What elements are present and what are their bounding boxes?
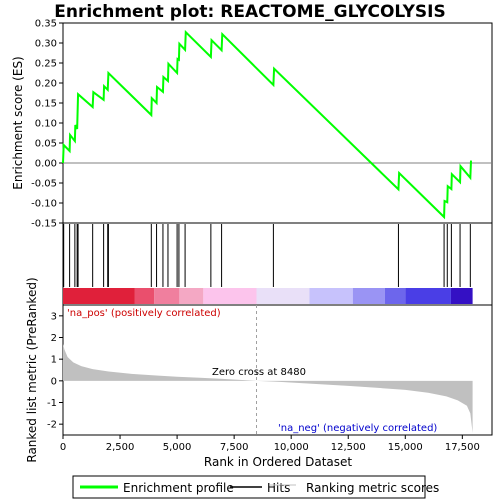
metric-y-tick-label: -2 bbox=[47, 420, 57, 431]
rank-color-bar bbox=[63, 288, 473, 304]
es-y-tick-label: 0.30 bbox=[35, 39, 57, 50]
x-axis: 0 2,500 5,000 7,500 10,000 12,500 15,000 17,500 bbox=[60, 435, 480, 453]
metric-y-tick-label: 2 bbox=[51, 333, 57, 344]
es-y-tick-label: 0.10 bbox=[35, 119, 57, 130]
es-panel: -0.15 -0.10 -0.05 0.00 0.05 0.10 0.15 0.20 0.25 0… bbox=[11, 19, 493, 230]
color-bar-segment bbox=[352, 288, 385, 304]
x-tick-label: 5,000 bbox=[163, 442, 192, 453]
metric-panel: -2 -1 0 1 2 3 'na_pos' (positively correlated… bbox=[25, 277, 493, 463]
legend-label-hits: Hits bbox=[267, 481, 290, 495]
x-tick-label: 17,500 bbox=[445, 442, 480, 453]
hit-marks bbox=[63, 224, 471, 287]
legend-label-metric: Ranking metric scores bbox=[306, 481, 439, 495]
es-panel-frame bbox=[62, 22, 493, 224]
pos-annotation: 'na_pos' (positively correlated) bbox=[67, 308, 221, 319]
metric-y-label: Ranked list metric (PreRanked) bbox=[25, 277, 39, 462]
es-y-tick-label: -0.15 bbox=[31, 219, 57, 230]
es-y-tick-label: -0.10 bbox=[31, 199, 57, 210]
es-y-axis: -0.15 -0.10 -0.05 0.00 0.05 0.10 0.15 0.20 0.25 0… bbox=[31, 19, 63, 230]
chart-title: Enrichment plot: REACTOME_GLYCOLYSIS bbox=[54, 2, 446, 22]
zero-cross-annotation: Zero cross at 8480 bbox=[212, 367, 306, 378]
metric-y-axis: -2 -1 0 1 2 3 bbox=[47, 311, 63, 431]
color-bar-segment bbox=[384, 288, 406, 304]
es-y-tick-label: -0.05 bbox=[31, 179, 57, 190]
hits-panel bbox=[62, 222, 493, 306]
metric-y-tick-label: 3 bbox=[51, 311, 57, 322]
es-y-tick-label: 0.20 bbox=[35, 79, 57, 90]
x-tick-label: 12,500 bbox=[331, 442, 366, 453]
x-axis-label: Rank in Ordered Dataset bbox=[204, 455, 352, 469]
es-y-label: Enrichment score (ES) bbox=[11, 56, 25, 189]
metric-y-tick-label: -1 bbox=[47, 398, 57, 409]
es-y-tick-label: 0.15 bbox=[35, 99, 57, 110]
color-bar-segment bbox=[450, 288, 473, 304]
color-bar-segment bbox=[405, 288, 451, 304]
neg-annotation: 'na_neg' (negatively correlated) bbox=[278, 423, 437, 434]
metric-panel-frame bbox=[62, 304, 493, 436]
x-tick-label: 10,000 bbox=[274, 442, 309, 453]
color-bar-segment bbox=[134, 288, 155, 304]
enrichment-profile-line bbox=[62, 29, 473, 220]
es-y-tick-label: 0.00 bbox=[35, 159, 57, 170]
legend-label-enrichment: Enrichment profile bbox=[123, 481, 234, 495]
ranking-metric-area bbox=[63, 344, 473, 433]
metric-y-tick-label: 1 bbox=[51, 355, 57, 366]
color-bar-segment bbox=[256, 288, 310, 304]
x-tick-label: 15,000 bbox=[388, 442, 423, 453]
color-bar-segment bbox=[309, 288, 353, 304]
legend: Enrichment profile Hits Ranking metric s… bbox=[72, 475, 439, 499]
x-tick-label: 2,500 bbox=[106, 442, 135, 453]
color-bar-segment bbox=[203, 288, 257, 304]
color-bar-segment bbox=[154, 288, 180, 304]
es-y-tick-label: 0.25 bbox=[35, 59, 57, 70]
x-tick-label: 0 bbox=[60, 442, 66, 453]
x-tick-label: 7,500 bbox=[220, 442, 249, 453]
color-bar-segment bbox=[63, 288, 135, 304]
es-y-tick-label: 0.05 bbox=[35, 139, 57, 150]
metric-y-tick-label: 0 bbox=[51, 376, 57, 387]
es-y-tick-label: 0.35 bbox=[35, 19, 57, 30]
color-bar-segment bbox=[179, 288, 204, 304]
